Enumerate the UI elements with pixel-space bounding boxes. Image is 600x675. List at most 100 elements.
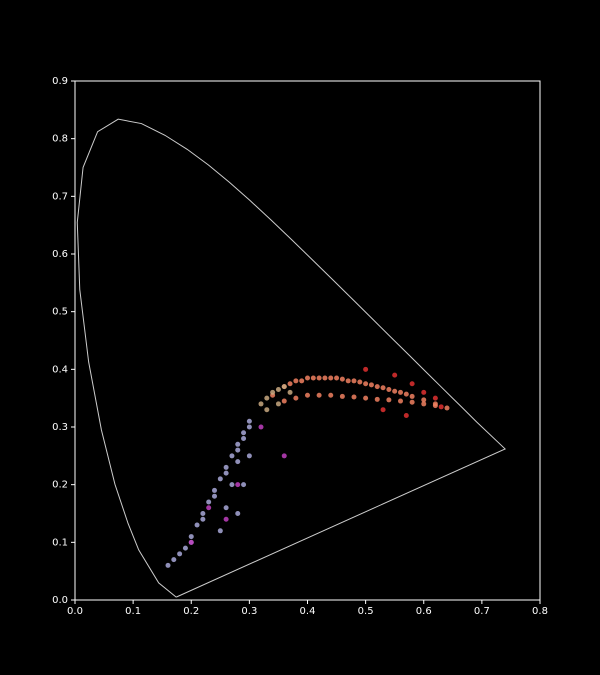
point — [392, 388, 398, 394]
x-tick-label: 0.3 — [241, 606, 257, 617]
point — [281, 398, 287, 404]
x-tick-label: 0.0 — [67, 606, 83, 617]
point — [235, 511, 241, 516]
point — [223, 516, 229, 522]
y-tick-label: 0.8 — [52, 134, 68, 145]
spectral-locus — [76, 118, 507, 598]
point — [368, 382, 374, 388]
point — [188, 539, 194, 545]
point — [235, 441, 241, 447]
point — [409, 381, 415, 387]
point — [386, 387, 392, 393]
point — [235, 447, 241, 453]
point — [398, 389, 403, 395]
point — [258, 424, 264, 430]
point — [165, 562, 171, 568]
point — [421, 401, 427, 407]
point — [171, 557, 177, 563]
point — [351, 394, 357, 400]
y-tick-label: 0.1 — [52, 537, 68, 548]
point — [264, 395, 270, 401]
point — [241, 430, 247, 436]
point — [235, 482, 241, 488]
point — [398, 398, 403, 404]
point — [328, 392, 334, 398]
point — [374, 384, 380, 390]
point — [182, 545, 188, 551]
point — [432, 395, 438, 401]
y-tick-label: 0.4 — [52, 364, 68, 375]
point — [421, 397, 427, 403]
x-tick-label: 0.8 — [532, 606, 548, 617]
point — [444, 405, 450, 411]
x-tick-label: 0.4 — [300, 606, 316, 617]
point — [305, 392, 310, 398]
point — [212, 487, 217, 493]
point — [229, 453, 235, 459]
point — [351, 378, 357, 384]
y-tick-label: 0.5 — [52, 307, 68, 318]
point — [438, 404, 444, 410]
point — [229, 482, 235, 488]
y-tick-label: 0.6 — [52, 249, 68, 260]
point — [403, 391, 409, 397]
point — [403, 412, 409, 418]
y-tick-label: 0.0 — [52, 595, 68, 606]
point — [177, 551, 183, 557]
x-tick-label: 0.1 — [125, 606, 141, 617]
x-tick-label: 0.6 — [416, 606, 432, 617]
point — [357, 379, 363, 385]
point — [206, 505, 212, 511]
point — [212, 493, 217, 499]
x-tick-label: 0.7 — [474, 606, 490, 617]
point — [432, 403, 438, 409]
point — [305, 375, 310, 381]
point — [293, 395, 299, 401]
point — [363, 381, 369, 387]
point — [345, 378, 351, 384]
point — [258, 401, 264, 407]
y-tick-label: 0.3 — [52, 422, 68, 433]
point — [270, 389, 276, 395]
point — [374, 396, 380, 402]
point — [200, 511, 206, 516]
point — [235, 459, 241, 465]
point — [246, 424, 252, 430]
point — [380, 407, 386, 413]
point — [421, 389, 427, 395]
point — [188, 534, 194, 540]
point — [328, 375, 334, 381]
point — [241, 436, 247, 442]
point — [310, 375, 316, 381]
y-tick-label: 0.2 — [52, 480, 68, 491]
point — [281, 384, 287, 390]
point — [386, 397, 392, 403]
point — [316, 375, 322, 381]
point — [217, 528, 223, 534]
point — [275, 401, 281, 407]
point — [264, 407, 270, 413]
x-tick-label: 0.2 — [183, 606, 199, 617]
point — [223, 470, 229, 476]
x-tick-label: 0.5 — [358, 606, 374, 617]
point — [363, 366, 369, 372]
point — [409, 399, 415, 405]
point — [293, 378, 299, 384]
point — [334, 375, 340, 381]
point — [200, 516, 206, 522]
point — [246, 453, 252, 459]
point — [322, 375, 328, 381]
point — [339, 393, 345, 399]
point — [246, 418, 252, 424]
point — [363, 395, 369, 401]
point — [217, 476, 223, 482]
point — [206, 499, 212, 505]
point — [299, 378, 305, 384]
y-tick-label: 0.9 — [52, 76, 68, 87]
point — [223, 505, 229, 511]
point — [380, 385, 386, 391]
point — [223, 464, 229, 470]
point — [194, 522, 200, 528]
